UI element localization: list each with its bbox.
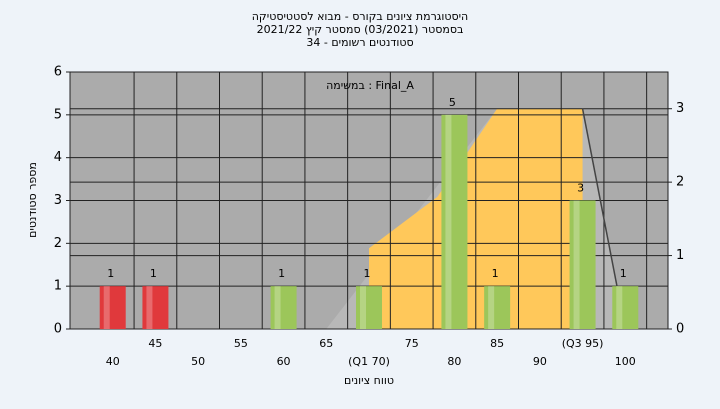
bar-highlight [616,286,623,329]
x-tick-label: 65 [319,337,333,350]
y2-tick-label: 2 [676,175,684,190]
data-label: 1 [107,267,114,280]
x-tick-label: 55 [234,337,248,350]
x-axis-label: טווח ציונים [344,374,394,387]
x-tick-label: (Q3 95) [562,337,604,350]
x-tick-label: 60 [277,355,291,368]
y2-tick-label: 3 [676,101,684,116]
y-tick-label: 3 [54,193,62,208]
x-tick-label: 45 [148,337,162,350]
y-tick-label: 1 [54,279,62,294]
data-label: 1 [620,267,627,280]
y-tick-label: 0 [54,322,62,337]
x-tick-label: 40 [106,355,120,368]
bar-highlight [146,286,153,329]
x-tick-label: 80 [447,355,461,368]
bar [356,286,382,329]
y2-tick-label: 0 [676,322,684,337]
y2-tick-label: 1 [676,248,684,263]
bar-highlight [488,286,495,329]
x-tick-label: 100 [615,355,636,368]
data-label: 1 [492,267,499,280]
data-label: 1 [150,267,157,280]
x-tick-label: 50 [191,355,205,368]
data-label: 5 [449,96,456,109]
bar-highlight [103,286,110,329]
chart-subtitle: סטודנטים רשומים - 34 [306,36,413,49]
y-tick-label: 4 [54,150,62,165]
bar [441,114,468,329]
bar-highlight [360,286,366,329]
data-label: 1 [278,267,285,280]
x-tick-label: 90 [533,355,547,368]
x-tick-label: (Q1 70) [348,355,390,368]
data-label: 1 [364,267,371,280]
y-tick-label: 2 [54,236,62,251]
y-tick-label: 6 [54,65,62,80]
bar [569,200,596,329]
chart-title: היסטוגרמת ציונים בקורס - מבוא לסטטיסטיקה [252,10,468,23]
bar [612,286,639,329]
bar [484,286,511,329]
bar [270,286,297,329]
bar [99,286,126,329]
y-axis-label: מספר סטודנטים [26,162,39,238]
x-tick-label: 75 [405,337,419,350]
chart-subtitle: בסמסטר (03/2021) סמסטר קיץ 2021/22 [257,23,464,36]
data-label: 3 [577,182,584,195]
bar [142,286,169,329]
x-tick-label: 85 [490,337,504,350]
bar-highlight [445,114,452,329]
annotation: במשימה : Final_A [326,79,414,92]
bar-highlight [573,200,580,329]
y-tick-label: 5 [54,107,62,122]
bar-highlight [274,286,281,329]
